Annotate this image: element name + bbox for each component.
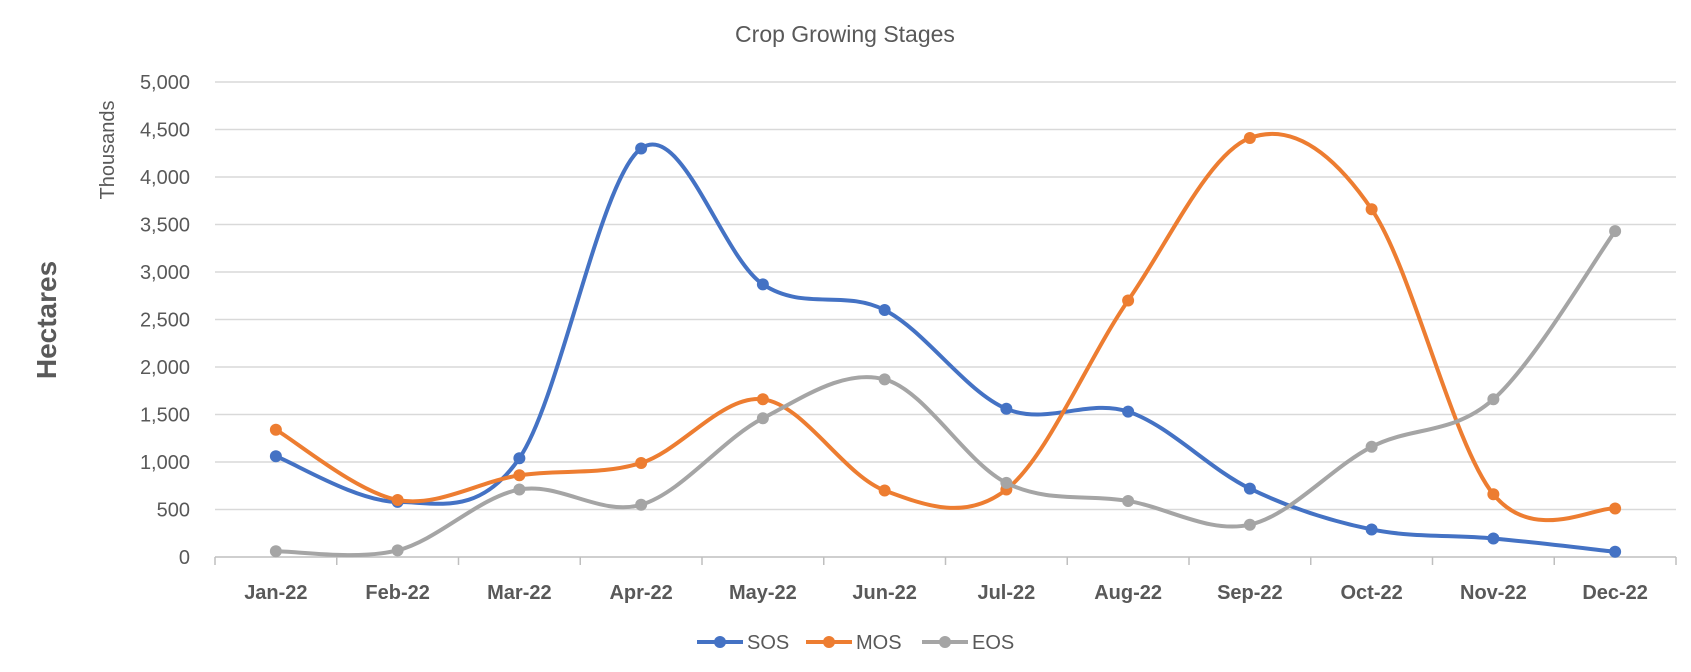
x-tick-label: Mar-22 xyxy=(487,582,551,604)
legend-marker-sos xyxy=(714,636,726,648)
x-tick-label: Sep-22 xyxy=(1217,582,1283,604)
data-point-sos xyxy=(1609,545,1622,558)
x-axis: Jan-22 Feb-22 Mar-22 Apr-22 May-22 Jun-22 Jul-… xyxy=(214,556,1677,604)
x-tick-label: Jan-22 xyxy=(244,582,307,604)
x-tick-label: Aug-22 xyxy=(1094,582,1162,604)
data-point-sos xyxy=(513,452,526,465)
data-point-eos xyxy=(756,412,769,425)
y-tick-label: 1,500 xyxy=(140,405,190,427)
x-tick-label: Feb-22 xyxy=(365,582,429,604)
data-point-sos xyxy=(1487,532,1500,545)
legend-marker-eos xyxy=(939,636,951,648)
y-axis-title: Hectares xyxy=(31,261,62,379)
series-eos xyxy=(269,225,1622,558)
y-tick-label: 2,000 xyxy=(140,357,190,379)
x-tick-label: Oct-22 xyxy=(1341,582,1403,604)
data-point-mos xyxy=(635,456,648,469)
data-point-eos xyxy=(269,545,282,558)
legend-item-eos: EOS xyxy=(922,632,1014,654)
data-point-sos xyxy=(269,450,282,463)
data-point-mos xyxy=(1243,132,1256,145)
y-axis-units-label: Thousands xyxy=(97,101,119,200)
data-point-eos xyxy=(1122,494,1135,507)
y-tick-label: 500 xyxy=(157,500,190,522)
y-tick-label: 3,500 xyxy=(140,215,190,237)
data-point-mos xyxy=(756,393,769,406)
series-line-sos xyxy=(273,142,1618,554)
data-point-mos xyxy=(878,484,891,497)
y-tick-label: 3,000 xyxy=(140,262,190,284)
data-point-eos xyxy=(1609,225,1622,238)
y-tick-label: 4,000 xyxy=(140,167,190,189)
data-point-eos xyxy=(635,498,648,511)
y-tick-label: 4,500 xyxy=(140,120,190,142)
data-point-mos xyxy=(391,494,404,506)
data-point-sos xyxy=(878,304,891,316)
data-point-sos xyxy=(1122,405,1135,418)
data-point-sos xyxy=(1365,523,1378,536)
y-tick-label: 5,000 xyxy=(140,72,190,94)
legend: SOS MOS EOS xyxy=(697,632,1014,654)
series-mos xyxy=(269,132,1622,523)
x-tick-label: Dec-22 xyxy=(1582,582,1648,604)
data-point-eos xyxy=(1000,476,1013,489)
data-point-eos xyxy=(1365,440,1378,453)
data-point-mos xyxy=(1609,502,1622,515)
chart-title: Crop Growing Stages xyxy=(735,21,955,47)
data-point-eos xyxy=(513,483,526,496)
y-tick-label: 1,000 xyxy=(140,452,190,474)
legend-marker-mos xyxy=(823,636,835,648)
legend-label-mos: MOS xyxy=(856,632,902,654)
legend-item-mos: MOS xyxy=(806,632,902,654)
data-point-mos xyxy=(513,469,526,482)
data-point-eos xyxy=(1487,393,1500,406)
data-point-mos xyxy=(1122,294,1135,307)
data-point-sos xyxy=(1000,402,1013,415)
x-tick-label: May-22 xyxy=(729,582,797,604)
data-point-sos xyxy=(635,142,648,155)
x-tick-label: Jun-22 xyxy=(852,582,916,604)
data-point-mos xyxy=(269,423,282,436)
x-tick-label: Jul-22 xyxy=(977,582,1035,604)
data-point-eos xyxy=(391,544,404,557)
data-point-eos xyxy=(1243,518,1256,531)
x-tick-label: Apr-22 xyxy=(609,582,672,604)
y-tick-label: 2,500 xyxy=(140,310,190,332)
x-tick-label: Nov-22 xyxy=(1460,582,1527,604)
data-point-eos xyxy=(878,373,891,386)
series-sos xyxy=(269,142,1622,558)
legend-label-eos: EOS xyxy=(972,632,1014,654)
data-point-sos xyxy=(756,278,769,291)
legend-item-sos: SOS xyxy=(697,632,789,654)
y-tick-label: 0 xyxy=(179,547,190,569)
data-point-sos xyxy=(1243,482,1256,495)
data-point-mos xyxy=(1365,203,1378,216)
legend-label-sos: SOS xyxy=(747,632,789,654)
gridlines xyxy=(215,81,1676,511)
data-point-mos xyxy=(1487,488,1500,501)
series-lines xyxy=(269,132,1622,558)
y-axis-ticks: 0 500 1,000 1,500 2,000 2,500 3,000 3,500 4,000 4… xyxy=(140,72,190,569)
